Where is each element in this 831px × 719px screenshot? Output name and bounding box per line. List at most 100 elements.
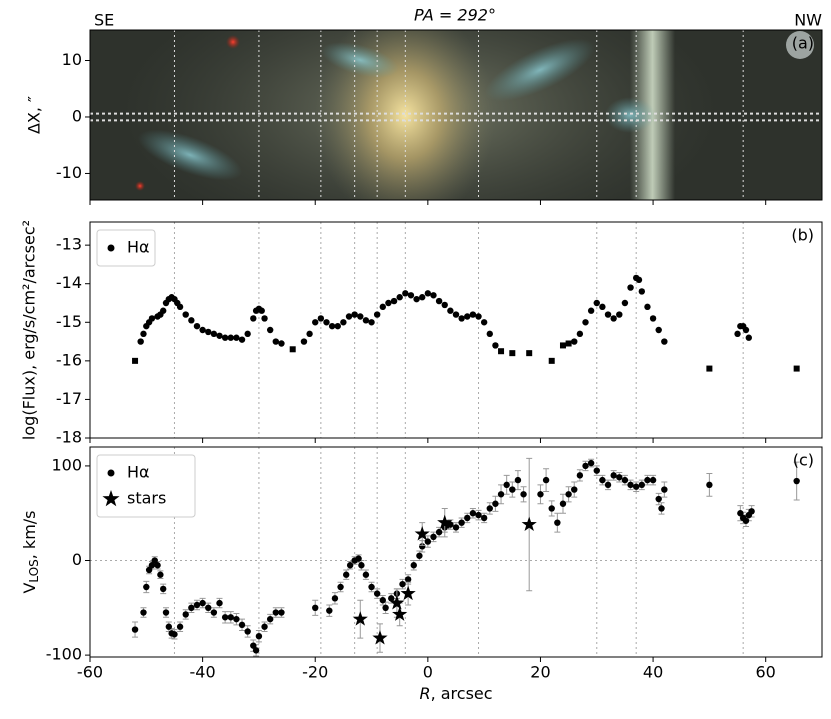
point: [621, 299, 629, 307]
point: [331, 595, 339, 602]
point: [514, 476, 522, 484]
point: [526, 350, 533, 357]
point: [616, 311, 623, 318]
point: [351, 311, 358, 318]
point: [498, 348, 505, 355]
point: [414, 526, 430, 541]
point: [635, 276, 643, 284]
point: [649, 315, 657, 322]
point: [233, 334, 240, 341]
point: [278, 340, 285, 347]
point: [210, 330, 218, 338]
point: [317, 315, 325, 322]
point: [160, 307, 167, 314]
legend-marker: [107, 469, 115, 477]
point: [396, 294, 403, 301]
point: [571, 486, 578, 493]
point: [131, 626, 139, 633]
point: [216, 332, 223, 339]
point: [437, 514, 453, 530]
point: [492, 342, 499, 349]
point: [199, 326, 206, 334]
legend-label: stars: [127, 489, 166, 508]
axes-frame: [89, 446, 823, 658]
point: [368, 583, 375, 591]
point: [599, 476, 606, 484]
point: [748, 508, 755, 515]
y-tick-label: 100: [51, 455, 82, 474]
point: [345, 313, 353, 320]
y-tick-label: -17: [56, 389, 82, 408]
point: [326, 607, 333, 614]
y-label-unit: , km/s: [20, 510, 39, 559]
point: [627, 284, 634, 291]
point: [430, 292, 437, 299]
point: [188, 604, 195, 612]
point: [379, 597, 386, 604]
y-tick-label: 0: [72, 550, 82, 569]
point: [238, 621, 246, 629]
point: [362, 571, 370, 578]
point: [266, 326, 274, 334]
point: [452, 524, 460, 531]
x-axis-label: R, arcsec: [419, 684, 492, 703]
point: [193, 601, 201, 609]
point: [140, 609, 147, 616]
point: [593, 299, 600, 307]
point: [233, 615, 240, 623]
y-axis-label: VLOS, km/s: [20, 510, 41, 593]
panel-label: (c): [793, 451, 814, 470]
point: [576, 472, 584, 479]
point: [587, 307, 595, 314]
point: [157, 571, 164, 578]
point: [382, 604, 389, 612]
point: [435, 528, 443, 536]
point: [565, 340, 572, 347]
point: [503, 481, 510, 489]
point: [340, 319, 347, 326]
point: [352, 611, 368, 626]
panel-label: (a): [792, 34, 814, 53]
point: [435, 297, 443, 305]
point: [227, 614, 234, 621]
point: [655, 495, 662, 503]
point: [379, 303, 386, 311]
title: PA = 292°: [414, 6, 496, 25]
point: [604, 481, 612, 489]
x-label-var: R: [419, 684, 430, 703]
legend-label: Hα: [127, 463, 150, 482]
point: [392, 606, 408, 621]
point: [571, 338, 578, 345]
point: [148, 315, 156, 322]
axes-frame: [89, 29, 823, 201]
x-tick-label: -60: [77, 663, 103, 682]
point: [266, 615, 274, 623]
point: [464, 313, 471, 320]
point: [238, 336, 246, 343]
point: [548, 357, 555, 364]
point: [464, 514, 471, 522]
point: [227, 334, 234, 341]
point: [542, 476, 550, 484]
point: [559, 500, 567, 507]
x-tick-label: -40: [190, 663, 216, 682]
point: [644, 476, 651, 484]
point: [587, 459, 595, 467]
point: [661, 338, 668, 345]
point: [261, 315, 268, 322]
point: [447, 307, 454, 314]
y-axis-label: ΔX, ″: [25, 96, 44, 134]
point: [402, 290, 409, 297]
point: [793, 365, 800, 372]
point: [278, 609, 285, 616]
point: [497, 491, 505, 498]
point: [261, 623, 268, 630]
label-nw: NW: [794, 11, 822, 30]
point: [416, 552, 423, 559]
point: [509, 350, 516, 357]
point: [430, 533, 437, 541]
point: [171, 631, 178, 638]
point: [385, 299, 392, 307]
point: [521, 516, 537, 532]
point: [148, 562, 156, 569]
